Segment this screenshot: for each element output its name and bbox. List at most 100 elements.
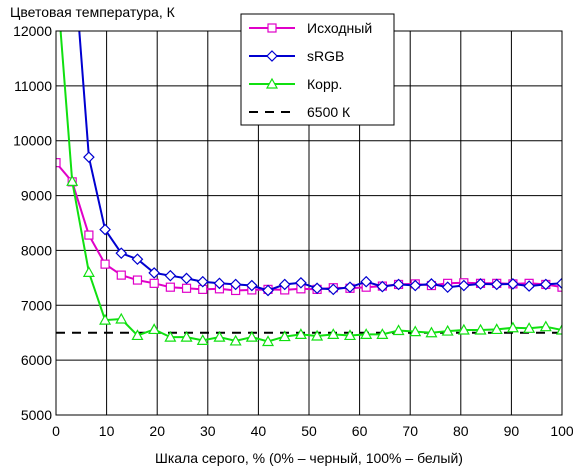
data-point — [311, 329, 324, 341]
y-tick-label: 5000 — [21, 407, 52, 423]
x-tick-label: 60 — [352, 423, 368, 439]
data-point — [148, 323, 161, 335]
data-point — [278, 330, 291, 342]
data-point — [556, 277, 562, 290]
data-point — [181, 283, 192, 293]
x-tick-label: 100 — [550, 423, 573, 439]
data-point — [164, 330, 177, 342]
data-point — [245, 330, 258, 342]
series-diamond — [78, 31, 562, 297]
data-point — [131, 253, 144, 266]
x-axis-title: Шкала серого, % (0% – черный, 100% – бел… — [155, 450, 463, 466]
x-tick-label: 80 — [453, 423, 469, 439]
data-point — [327, 283, 340, 296]
data-point — [83, 151, 95, 164]
data-point — [360, 328, 373, 339]
legend-item: Корр. — [249, 76, 342, 92]
data-point — [262, 284, 274, 297]
x-tick-label: 30 — [200, 423, 216, 439]
data-point — [344, 281, 356, 294]
data-point — [261, 335, 275, 347]
data-point — [327, 328, 340, 339]
legend-marker — [266, 50, 278, 62]
series-triangle — [59, 31, 562, 347]
data-point — [99, 223, 111, 236]
data-point — [523, 322, 536, 333]
x-tick-label: 50 — [301, 423, 317, 439]
data-point — [116, 270, 126, 280]
data-point — [278, 278, 291, 291]
y-axis-title: Цветовая температура, К — [10, 4, 176, 20]
data-point — [165, 282, 175, 292]
data-point — [132, 275, 143, 285]
data-point — [229, 334, 242, 346]
legend-label: sRGB — [307, 48, 344, 64]
data-point — [425, 278, 438, 290]
y-tick-label: 7000 — [21, 297, 52, 313]
data-point — [474, 323, 487, 335]
data-point — [360, 275, 373, 288]
data-point — [441, 324, 454, 336]
data-point — [506, 321, 519, 333]
data-point — [457, 279, 470, 292]
data-point — [474, 278, 487, 290]
data-point — [82, 266, 95, 277]
data-point — [213, 277, 226, 290]
legend-label: 6500 К — [307, 104, 351, 120]
legend: Исходный sRGB Корр. 6500 К — [240, 13, 395, 126]
data-point — [523, 280, 535, 292]
data-point — [115, 312, 128, 324]
y-tick-label: 11000 — [14, 78, 52, 94]
legend-item: sRGB — [249, 48, 344, 64]
data-point — [376, 328, 389, 339]
data-point — [441, 281, 454, 294]
data-point — [131, 329, 144, 341]
data-point — [56, 158, 61, 168]
data-point — [539, 278, 552, 291]
data-point — [409, 279, 422, 292]
data-point — [539, 320, 552, 332]
data-point — [245, 279, 258, 292]
series-layer — [56, 31, 562, 347]
legend-label: Исходный — [307, 20, 372, 36]
data-point — [376, 280, 389, 293]
data-point — [213, 330, 226, 342]
y-tick-label: 12000 — [13, 23, 52, 39]
data-point — [409, 325, 422, 337]
grid — [55, 30, 563, 416]
x-tick-label: 0 — [52, 423, 60, 439]
data-point — [311, 282, 323, 295]
data-point — [66, 175, 79, 186]
tick-labels: 5000 6000 7000 8000 9000 10000 11000 12000 0 10 20… — [13, 23, 573, 439]
legend-marker — [265, 77, 279, 89]
data-point — [392, 278, 405, 291]
x-tick-label: 20 — [149, 423, 165, 439]
data-point — [115, 247, 128, 260]
data-point — [555, 323, 562, 335]
legend-item: Исходный — [249, 20, 372, 36]
data-point — [84, 230, 94, 240]
data-point — [457, 323, 470, 335]
data-point — [392, 324, 405, 336]
data-point — [343, 329, 357, 341]
legend-box — [240, 13, 395, 126]
data-point — [196, 275, 209, 288]
y-tick-label: 9000 — [21, 188, 52, 204]
data-point — [99, 313, 112, 325]
data-point — [229, 278, 242, 291]
x-tick-label: 40 — [251, 423, 267, 439]
legend-item: 6500 К — [249, 104, 351, 120]
legend-marker — [267, 23, 277, 33]
data-point — [164, 269, 177, 282]
data-point — [100, 259, 110, 269]
legend-label: Корр. — [307, 76, 342, 92]
data-point — [294, 328, 307, 339]
data-point — [507, 278, 519, 290]
x-tick-label: 10 — [99, 423, 115, 439]
data-point — [148, 267, 161, 279]
data-point — [490, 278, 503, 291]
data-point — [295, 276, 307, 289]
data-point — [180, 330, 193, 342]
data-point — [425, 326, 438, 338]
x-tick-label: 70 — [402, 423, 418, 439]
